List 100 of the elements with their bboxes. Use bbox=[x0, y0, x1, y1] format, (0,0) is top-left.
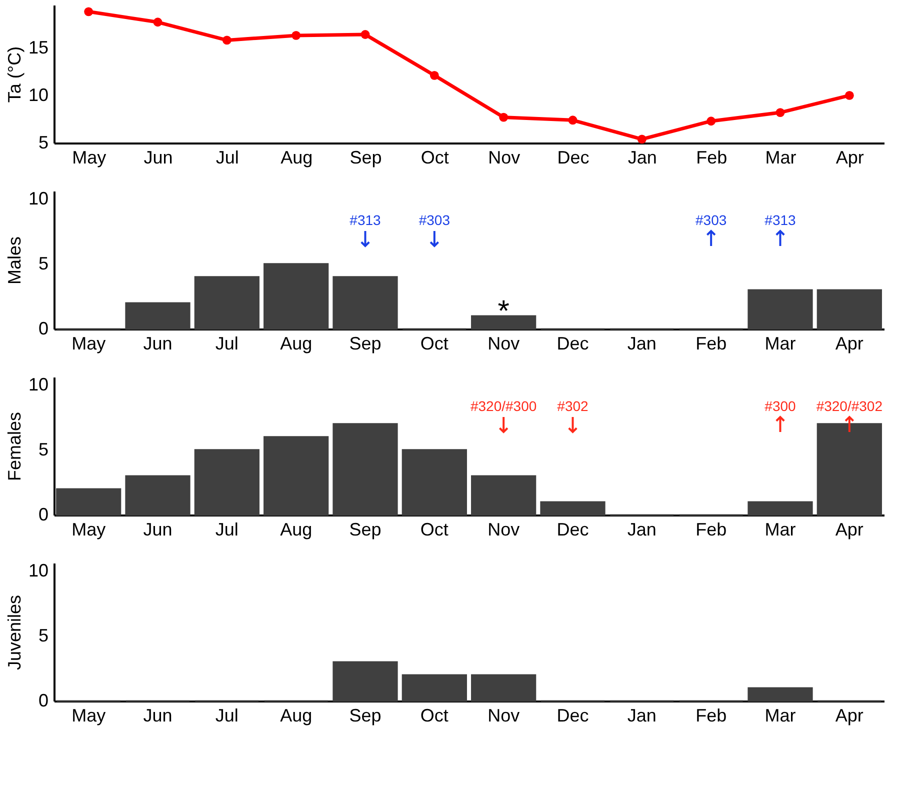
x-tick-label: Sep bbox=[349, 706, 382, 726]
bar bbox=[194, 276, 260, 330]
y-axis-title: Females bbox=[4, 412, 24, 482]
annotation: #303 bbox=[418, 212, 450, 228]
bar bbox=[402, 674, 467, 702]
x-tick-label: Oct bbox=[420, 334, 448, 354]
bar bbox=[264, 263, 329, 330]
annotation: #320/#300 bbox=[470, 398, 537, 414]
annotation: #303 bbox=[696, 212, 727, 228]
bar bbox=[471, 674, 536, 702]
x-tick-label: Apr bbox=[836, 148, 864, 168]
y-tick-label: 10 bbox=[28, 374, 48, 394]
x-tick-label: Sep bbox=[349, 520, 382, 540]
y-tick-label: 10 bbox=[28, 560, 48, 580]
x-tick-label: Mar bbox=[764, 520, 796, 540]
x-tick-label: Feb bbox=[696, 706, 727, 726]
point bbox=[153, 18, 162, 27]
y-axis-title: Ta (°C) bbox=[4, 46, 24, 103]
x-tick-label: Oct bbox=[420, 148, 449, 168]
x-tick-label: Jul bbox=[215, 520, 238, 540]
y-axis-title: Juveniles bbox=[4, 594, 24, 670]
x-tick-label: Nov bbox=[488, 148, 520, 168]
annotation: #313 bbox=[764, 212, 796, 228]
y-tick-label: 0 bbox=[38, 318, 48, 338]
bar bbox=[332, 276, 398, 330]
bar bbox=[748, 289, 813, 330]
x-tick-label: Dec bbox=[556, 520, 589, 540]
point bbox=[637, 134, 646, 144]
y-tick-label: 15 bbox=[28, 37, 48, 58]
bar bbox=[332, 423, 398, 516]
x-tick-label: Jun bbox=[143, 334, 172, 354]
x-tick-label: Aug bbox=[280, 148, 313, 168]
y-tick-label: 0 bbox=[38, 504, 48, 524]
x-tick-label: Jan bbox=[627, 706, 656, 726]
x-tick-label: Jan bbox=[628, 148, 657, 168]
bar bbox=[264, 436, 329, 516]
y-tick-label: 5 bbox=[38, 439, 48, 460]
x-tick-label: Jan bbox=[627, 334, 656, 354]
point bbox=[568, 116, 578, 125]
x-tick-label: Jan bbox=[627, 520, 656, 540]
point bbox=[706, 116, 716, 126]
point bbox=[430, 70, 439, 80]
x-tick-label: Mar bbox=[765, 148, 796, 168]
x-tick-label: Mar bbox=[764, 706, 796, 726]
x-tick-label: Sep bbox=[350, 148, 382, 168]
x-tick-label: Apr bbox=[835, 334, 864, 354]
point bbox=[844, 90, 854, 100]
x-tick-label: Oct bbox=[420, 520, 448, 540]
x-tick-label: Apr bbox=[835, 706, 864, 726]
annotation: #302 bbox=[557, 398, 589, 414]
x-tick-label: Nov bbox=[488, 334, 520, 354]
bar bbox=[471, 315, 536, 330]
point bbox=[222, 36, 232, 45]
x-tick-label: Aug bbox=[280, 706, 312, 726]
point bbox=[776, 108, 785, 118]
x-tick-label: May bbox=[72, 334, 106, 354]
x-tick-label: Jul bbox=[215, 334, 238, 354]
annotation: #300 bbox=[764, 398, 796, 414]
annotation: * bbox=[498, 294, 510, 328]
y-tick-label: 0 bbox=[38, 690, 48, 710]
x-tick-label: Nov bbox=[488, 520, 520, 540]
x-tick-label: Dec bbox=[556, 334, 589, 354]
bar bbox=[56, 488, 122, 516]
x-tick-label: Jun bbox=[144, 148, 173, 168]
x-tick-label: May bbox=[72, 520, 106, 540]
point bbox=[84, 7, 94, 16]
x-tick-label: Dec bbox=[557, 148, 590, 168]
bar bbox=[194, 449, 260, 516]
bar bbox=[816, 289, 882, 330]
annotation: #313 bbox=[350, 212, 382, 228]
x-tick-label: Jul bbox=[216, 148, 239, 168]
bar bbox=[540, 501, 606, 516]
x-tick-label: May bbox=[72, 706, 106, 726]
x-tick-label: Sep bbox=[349, 334, 382, 354]
x-tick-label: Nov bbox=[488, 706, 520, 726]
x-tick-label: Jun bbox=[143, 706, 172, 726]
x-tick-label: Dec bbox=[556, 706, 589, 726]
bar bbox=[748, 687, 813, 702]
x-tick-label: Aug bbox=[280, 334, 312, 354]
x-tick-label: May bbox=[72, 148, 106, 168]
x-tick-label: Jul bbox=[215, 706, 238, 726]
bar bbox=[125, 475, 190, 516]
y-tick-label: 5 bbox=[38, 625, 48, 646]
point bbox=[360, 30, 370, 39]
y-axis-title: Males bbox=[4, 236, 24, 285]
y-tick-label: 5 bbox=[38, 132, 48, 152]
x-tick-label: Mar bbox=[764, 334, 796, 354]
bar bbox=[332, 661, 398, 702]
x-tick-label: Apr bbox=[835, 520, 864, 540]
x-tick-label: Feb bbox=[696, 334, 727, 354]
annotation: #320/#302 bbox=[816, 398, 883, 414]
bar bbox=[816, 423, 882, 516]
bar bbox=[402, 449, 467, 516]
x-tick-label: Aug bbox=[280, 520, 312, 540]
x-tick-label: Feb bbox=[696, 148, 728, 168]
x-tick-label: Oct bbox=[420, 706, 448, 726]
y-tick-label: 5 bbox=[38, 253, 48, 274]
y-tick-label: 10 bbox=[28, 188, 48, 208]
bar bbox=[125, 302, 190, 330]
x-tick-label: Jun bbox=[143, 520, 172, 540]
